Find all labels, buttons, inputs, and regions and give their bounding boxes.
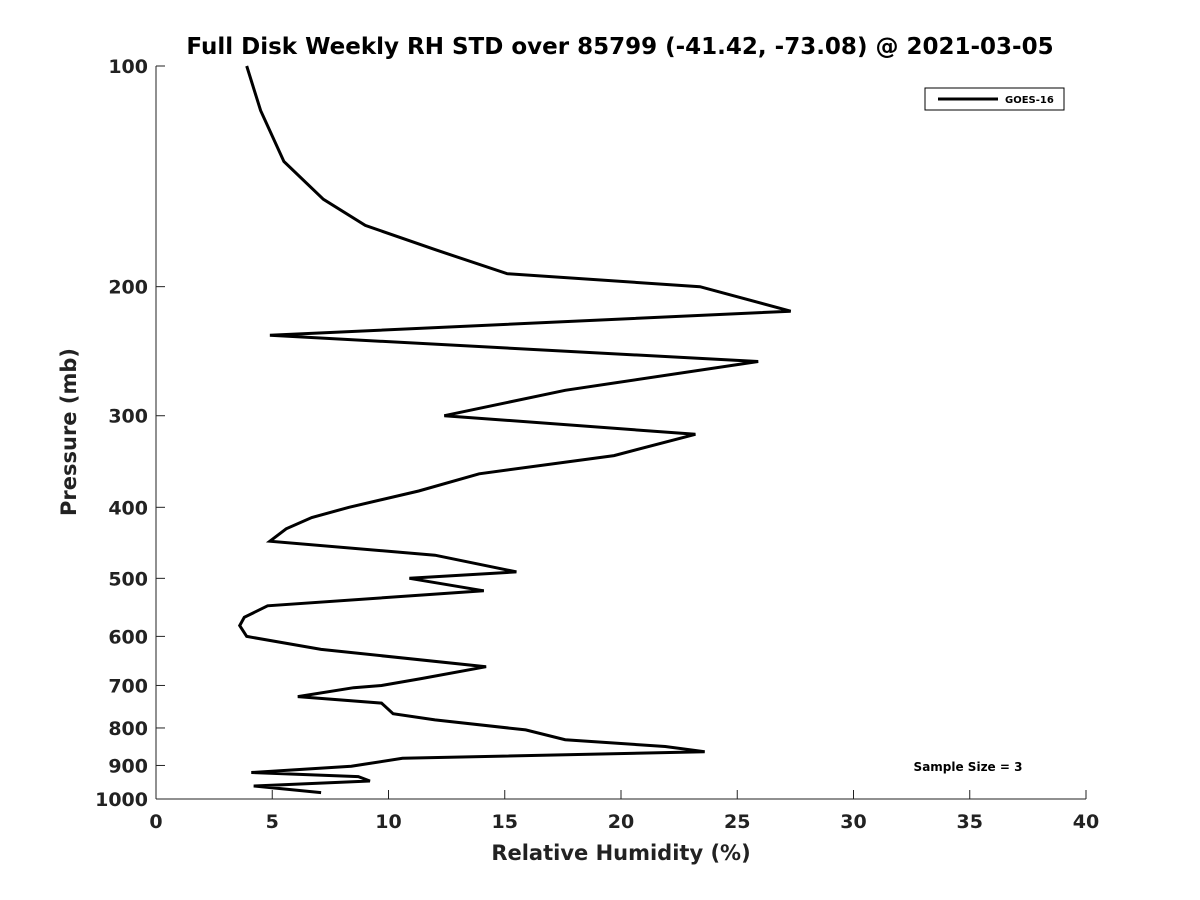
sample-size-annotation: Sample Size = 3 — [914, 760, 1023, 774]
y-axis-label: Pressure (mb) — [57, 348, 81, 516]
chart-title: Full Disk Weekly RH STD over 85799 (-41.… — [186, 34, 1053, 60]
series-line-goes-16 — [237, 65, 792, 795]
y-tick-label: 1000 — [95, 789, 148, 811]
y-tick-label: 100 — [108, 56, 148, 78]
y-tick-label: 800 — [108, 718, 148, 740]
x-tick-label: 20 — [608, 811, 634, 833]
legend: GOES-16 — [924, 87, 1065, 111]
y-tick-label: 700 — [108, 675, 148, 697]
x-tick-label: 35 — [957, 811, 983, 833]
x-tick-label: 30 — [840, 811, 866, 833]
legend-label: GOES-16 — [1005, 95, 1054, 106]
x-ticks: 0 5 10 15 20 25 30 35 40 — [149, 790, 1099, 833]
y-tick-label: 200 — [108, 277, 148, 299]
x-tick-label: 15 — [492, 811, 518, 833]
y-tick-label: 900 — [108, 755, 148, 777]
y-tick-label: 600 — [108, 626, 148, 648]
y-tick-label: 500 — [108, 568, 148, 590]
x-axis-label: Relative Humidity (%) — [491, 841, 750, 865]
x-tick-label: 0 — [149, 811, 162, 833]
y-tick-label: 300 — [108, 406, 148, 428]
y-tick-label: 400 — [108, 497, 148, 519]
x-tick-label: 10 — [375, 811, 401, 833]
x-tick-label: 5 — [266, 811, 279, 833]
x-tick-label: 25 — [724, 811, 750, 833]
series-layer — [237, 65, 792, 795]
x-tick-label: 40 — [1073, 811, 1099, 833]
axes — [155, 66, 1086, 800]
y-ticks: 100 200 300 400 500 600 700 800 900 1000 — [95, 56, 165, 811]
